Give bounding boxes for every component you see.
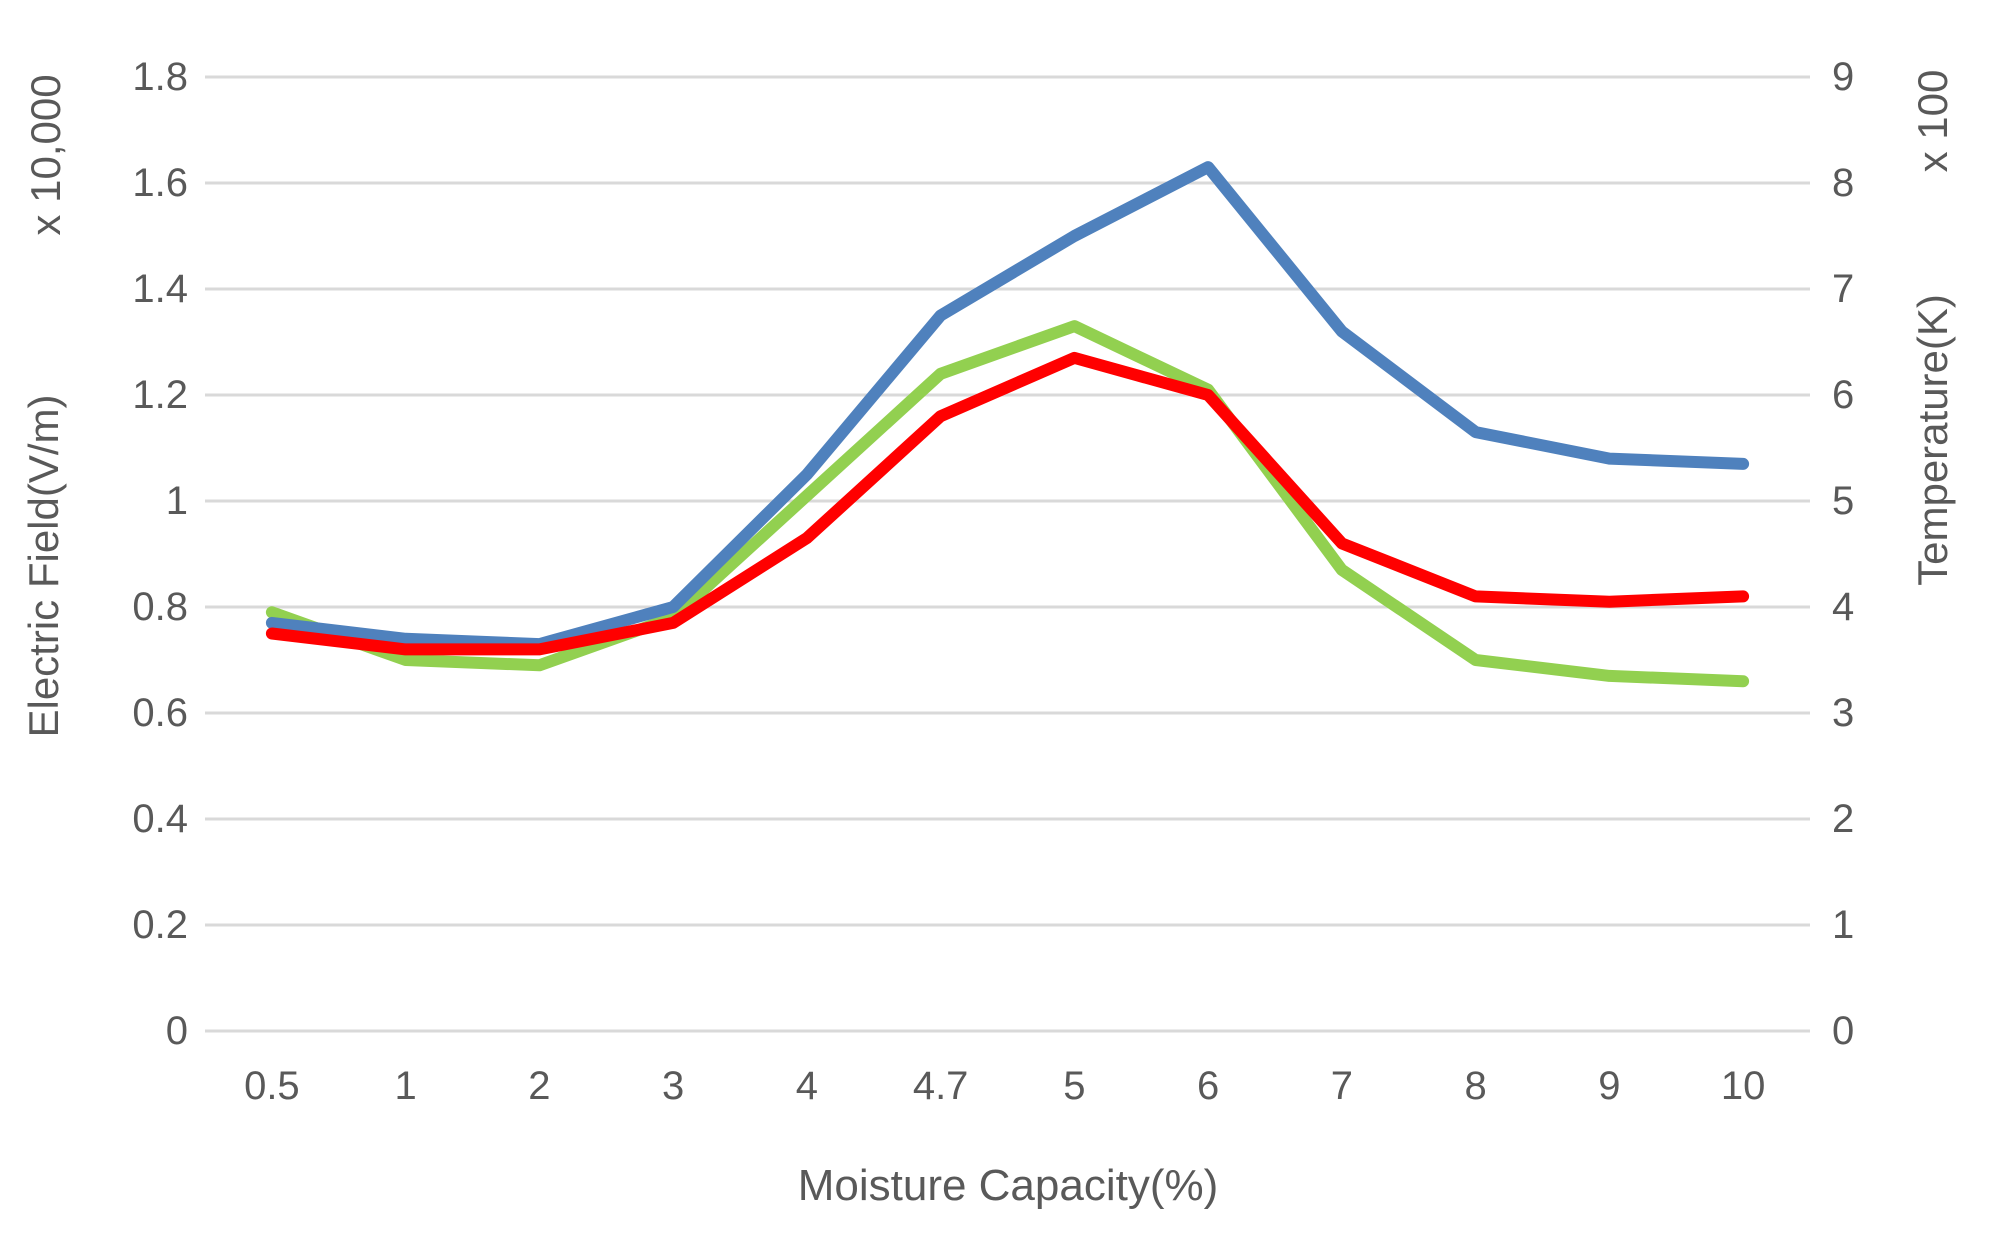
left-axis-tick: 1 (165, 479, 188, 523)
x-axis-tick: 7 (1330, 1064, 1353, 1108)
left-axis-tick: 0.4 (132, 797, 188, 841)
x-axis-tick: 6 (1197, 1064, 1220, 1108)
right-axis-tick: 0 (1832, 1009, 1855, 1053)
x-axis-tick: 0.5 (244, 1064, 300, 1108)
left-axis-tick: 1.2 (132, 373, 188, 417)
right-axis-tick: 5 (1832, 479, 1855, 523)
x-axis-tick: 3 (662, 1064, 685, 1108)
x-axis-title: Moisture Capacity(%) (797, 1161, 1219, 1210)
right-axis-tick: 9 (1832, 55, 1855, 99)
left-axis-tick: 0.6 (132, 691, 188, 735)
right-axis-tick: 4 (1832, 585, 1855, 629)
left-axis-tick: 1.6 (132, 161, 188, 205)
left-axis-tick: 1.4 (132, 267, 188, 311)
x-axis-tick: 2 (528, 1064, 551, 1108)
right-axis-tick: 6 (1832, 373, 1855, 417)
x-axis-tick: 4.7 (912, 1064, 969, 1108)
left-axis-tick: 0.8 (132, 585, 188, 629)
green-series (265, 320, 1750, 688)
right-axis-tick: 7 (1832, 267, 1855, 311)
x-axis-tick: 4 (795, 1064, 818, 1108)
left-axis-tick: 1.8 (132, 55, 188, 99)
right-axis-tick: 8 (1832, 161, 1855, 205)
left-axis-unit-label: x 10,000 (22, 74, 69, 236)
x-axis-tick: 10 (1720, 1064, 1766, 1108)
right-axis-unit-label: x 100 (1909, 69, 1956, 173)
left-axis-tick: 0.2 (132, 903, 188, 947)
x-axis-tick: 5 (1063, 1064, 1086, 1108)
x-axis-tick: 1 (394, 1064, 417, 1108)
right-axis-tick: 3 (1832, 691, 1855, 735)
right-axis-tick: 1 (1832, 903, 1855, 947)
red-series (265, 351, 1750, 656)
left-axis-title: Electric Field(V/m) (20, 394, 67, 738)
blue-series (265, 161, 1750, 651)
right-axis-tick: 2 (1832, 797, 1855, 841)
x-axis-tick: 8 (1464, 1064, 1487, 1108)
left-axis-tick: 0 (165, 1009, 188, 1053)
right-axis-title: Temperature(K) (1909, 294, 1956, 586)
x-axis-tick: 9 (1598, 1064, 1621, 1108)
